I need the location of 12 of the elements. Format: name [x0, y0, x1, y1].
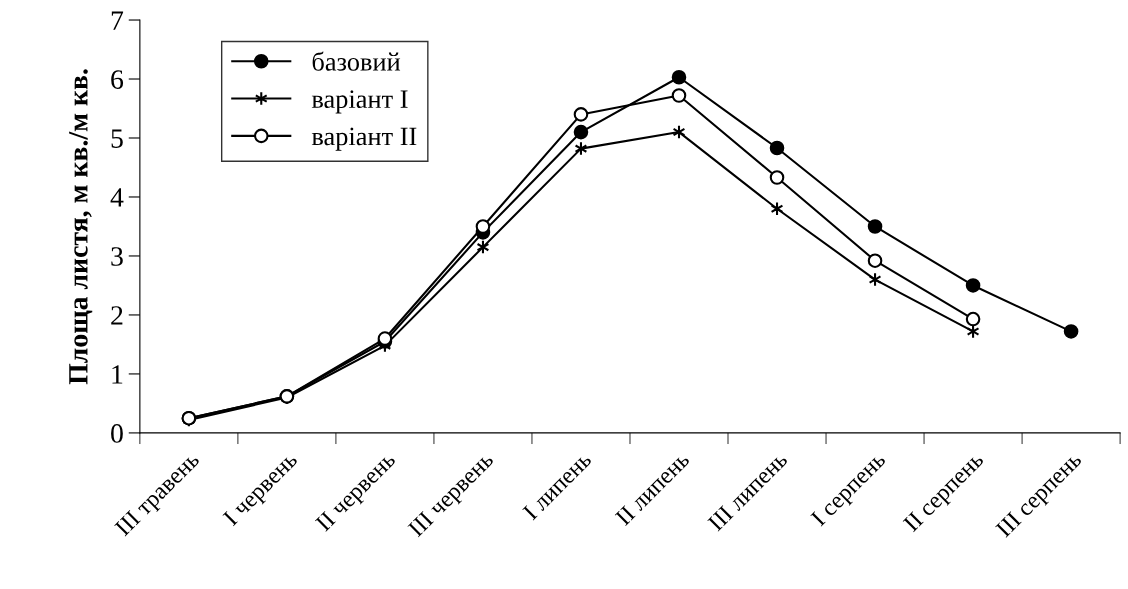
y-tick-label: 0: [111, 424, 123, 443]
y-tick-label: 2: [111, 306, 123, 325]
legend-label: базовий: [312, 51, 401, 71]
y-tick-label: 4: [110, 188, 124, 207]
y-tick-label: 5: [111, 129, 123, 148]
y-tick-label: 1: [112, 365, 123, 384]
y-tick-label: 7: [111, 11, 124, 30]
legend-label: варіант I: [311, 90, 408, 114]
legend-label: варіант II: [311, 127, 417, 151]
y-tick-label: 3: [111, 247, 123, 266]
y-axis-title: Площа листя, м кв./м кв.: [69, 69, 93, 385]
y-tick-label: 6: [111, 70, 124, 89]
